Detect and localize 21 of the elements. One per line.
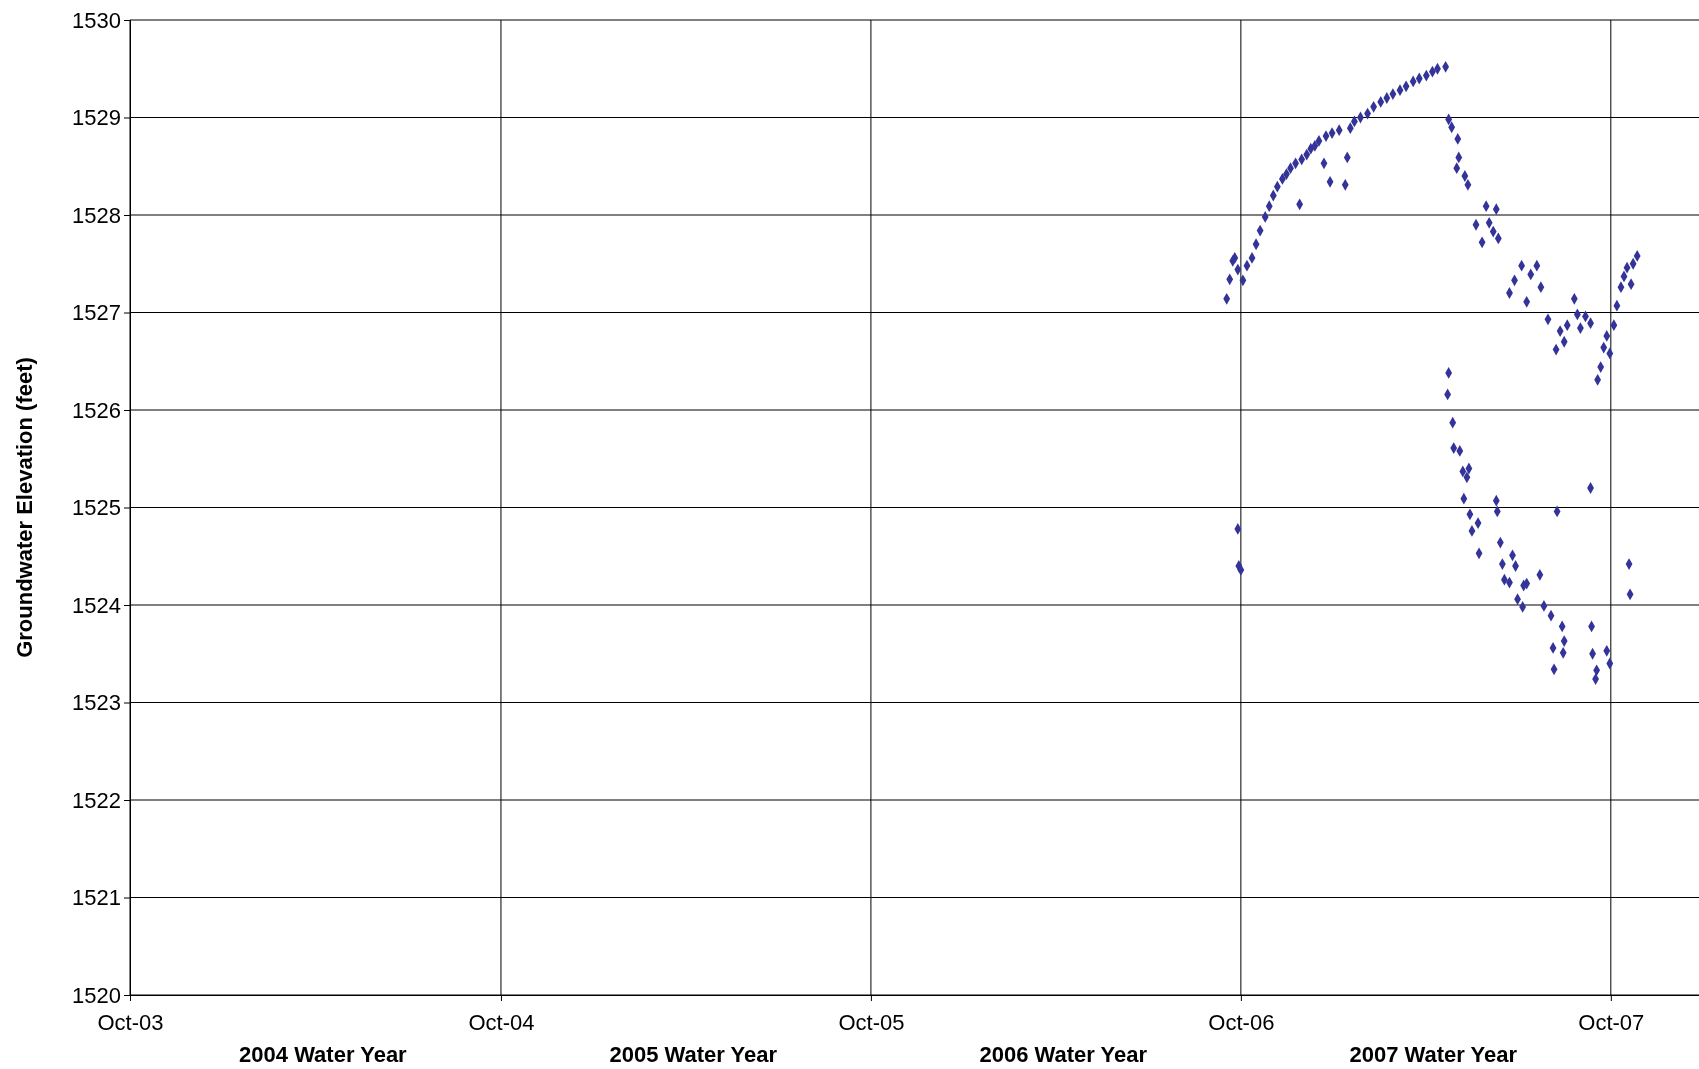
y-tick-label: 1522 (72, 787, 121, 813)
y-tick-label: 1525 (72, 495, 121, 521)
y-tick-label: 1527 (72, 300, 121, 326)
y-tick-label: 1529 (72, 105, 121, 131)
text: 2006 Water Year (979, 1042, 1148, 1067)
text: 2007 Water Year (1349, 1042, 1518, 1067)
x-tick-label: Oct-04 (468, 1010, 535, 1036)
x-tick-label: Oct-07 (1578, 1010, 1645, 1036)
text: 2005 Water Year (609, 1042, 778, 1067)
y-tick-label: 1523 (72, 690, 121, 716)
y-tick-label: 1521 (72, 885, 121, 911)
y-tick-label: 1520 (72, 982, 121, 1008)
y-tick-label: 1530 (72, 7, 121, 33)
y-tick-label: 1526 (72, 397, 121, 423)
text: 2004 Water Year (239, 1042, 408, 1067)
x-tick-label: Oct-06 (1208, 1010, 1275, 1036)
y-tick-label: 1528 (72, 202, 121, 228)
y-tick-label: 1524 (72, 592, 121, 618)
y-axis-title: Groundwater Elevation (feet) (12, 357, 37, 658)
x-tick-label: Oct-03 (97, 1010, 164, 1036)
x-tick-label: Oct-05 (838, 1010, 905, 1036)
